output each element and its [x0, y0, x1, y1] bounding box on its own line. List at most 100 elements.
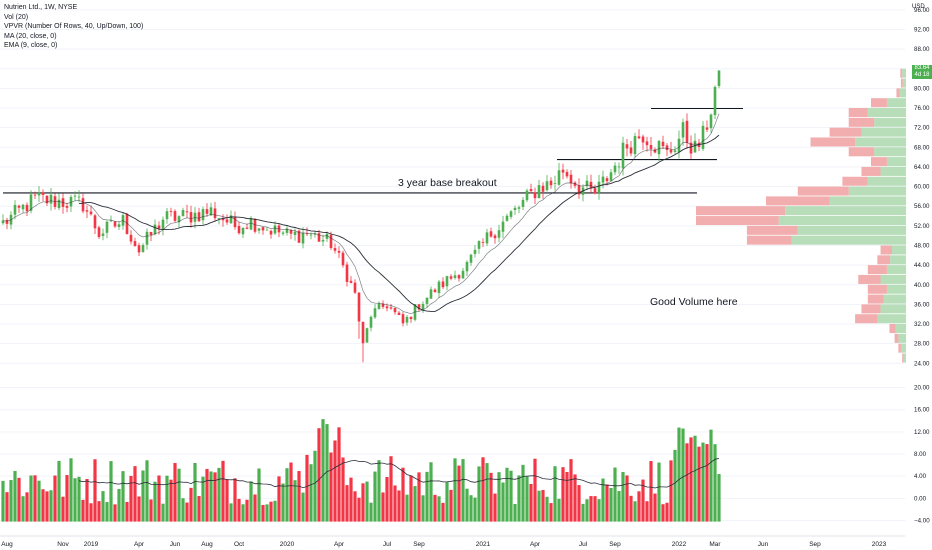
- legend-vpvr[interactable]: VPVR (Number Of Rows, 40, Up/Down, 100): [4, 23, 144, 30]
- volume-bar: [229, 503, 233, 522]
- candle-body: [225, 219, 229, 223]
- vpvr-up-bar: [829, 196, 906, 206]
- price-tick-label: 32.00: [914, 321, 930, 328]
- volume-bar: [301, 492, 305, 522]
- volume-bar: [549, 503, 553, 522]
- candle-body: [577, 185, 581, 195]
- candle-body: [261, 227, 265, 231]
- volume-bar: [697, 446, 701, 522]
- volume-bar: [193, 462, 197, 522]
- legend-ema[interactable]: EMA (9, close, 0): [4, 42, 58, 49]
- vpvr-down-bar: [900, 68, 903, 78]
- candle-body: [105, 221, 109, 233]
- volume-bar: [201, 476, 205, 522]
- candle-body: [297, 230, 301, 243]
- legend-vol[interactable]: Vol (20): [4, 13, 29, 21]
- volume-bar: [233, 478, 237, 522]
- time-tick-label: Mar: [709, 541, 721, 548]
- volume-axis: 20.00 16.00 12.00 8.00 4.00 0.00 −4.00: [914, 385, 930, 525]
- volume-bar: [353, 491, 357, 522]
- candle-body: [321, 239, 325, 242]
- volume-tick-label: 20.00: [914, 385, 930, 392]
- volume-bar: [61, 496, 65, 522]
- candle-body: [389, 307, 393, 309]
- candle-body: [393, 307, 397, 313]
- volume-bar: [429, 462, 433, 522]
- vpvr-up-bar: [886, 284, 906, 294]
- volume-annotation[interactable]: Good Volume here: [650, 296, 738, 308]
- volume-bar: [557, 498, 561, 522]
- time-axis[interactable]: Aug Nov 2019 Apr Jun Aug Oct 2020 Apr Jul Sep 2021 A…: [1, 541, 886, 548]
- price-axis[interactable]: 96.0092.0088.0084.0080.0076.0072.0068.00…: [914, 7, 930, 367]
- candle-body: [77, 196, 81, 198]
- volume-bar: [333, 440, 337, 522]
- candle-body: [549, 180, 553, 186]
- current-price-label: 83.64: [912, 65, 932, 72]
- volume-bar: [453, 458, 457, 522]
- volume-bar: [285, 468, 289, 522]
- volume-bar: [9, 480, 13, 522]
- volume-bar: [477, 466, 481, 522]
- volume-bar: [581, 503, 585, 522]
- horizontal-levels[interactable]: [3, 107, 743, 194]
- breakout-annotation[interactable]: 3 year base breakout: [398, 177, 497, 189]
- volume-bar: [701, 442, 705, 522]
- volume-bar: [165, 475, 169, 522]
- candle-body: [349, 280, 353, 283]
- candle-body: [133, 241, 137, 247]
- volume-bar: [409, 475, 413, 522]
- candle-body: [117, 224, 121, 227]
- volume-bar: [445, 482, 449, 522]
- volume-bar: [133, 466, 137, 522]
- ma-line: [78, 134, 720, 312]
- volume-bar: [37, 480, 41, 522]
- time-tick-label: Jul: [579, 541, 588, 548]
- volume-bar: [493, 493, 497, 522]
- candle-body: [157, 225, 161, 229]
- candle-body: [509, 211, 513, 217]
- volume-bar: [297, 471, 301, 522]
- volume-tick-label: 4.00: [914, 473, 927, 480]
- volume-bar: [305, 454, 309, 522]
- candle-body: [197, 212, 201, 222]
- candle-body: [597, 181, 601, 193]
- volume-bar: [49, 490, 53, 522]
- volume-bar: [73, 478, 77, 522]
- volume-bar: [269, 501, 273, 522]
- candle-body: [113, 221, 117, 227]
- volume-bar: [425, 471, 429, 522]
- vpvr-down-bar: [871, 157, 887, 167]
- price-tick-label: 56.00: [914, 203, 930, 210]
- candle-body: [605, 178, 609, 182]
- volume-bar: [261, 504, 265, 522]
- time-tick-label: 2023: [872, 541, 887, 548]
- legend-ma[interactable]: MA (20, close, 0): [4, 32, 57, 40]
- candle-body: [713, 87, 717, 116]
- volume-tick-label: 0.00: [914, 495, 927, 502]
- volume-bar: [397, 490, 401, 522]
- candle-body: [13, 204, 17, 215]
- volume-bar: [509, 470, 513, 522]
- candle-body: [601, 176, 605, 183]
- candle-body: [109, 220, 113, 222]
- time-tick-label: Jun: [758, 541, 769, 548]
- candle-body: [689, 142, 693, 154]
- vpvr-down-bar: [829, 127, 862, 137]
- candle-body: [437, 281, 441, 294]
- volume-bar: [5, 492, 9, 522]
- volume-bar: [209, 471, 213, 522]
- candle-body: [21, 204, 25, 210]
- candle-body: [237, 226, 241, 234]
- candle-body: [685, 120, 689, 143]
- volume-bar: [577, 485, 581, 522]
- candle-body: [425, 297, 429, 304]
- candle-body: [249, 217, 253, 230]
- candle-body: [453, 275, 457, 278]
- vpvr-down-bar: [848, 147, 875, 157]
- volume-bar: [473, 497, 477, 522]
- legend-title[interactable]: Nutrien Ltd., 1W, NYSE: [4, 4, 78, 11]
- volume-bar: [205, 468, 209, 522]
- volume-bar: [565, 471, 569, 522]
- candle-body: [201, 209, 205, 221]
